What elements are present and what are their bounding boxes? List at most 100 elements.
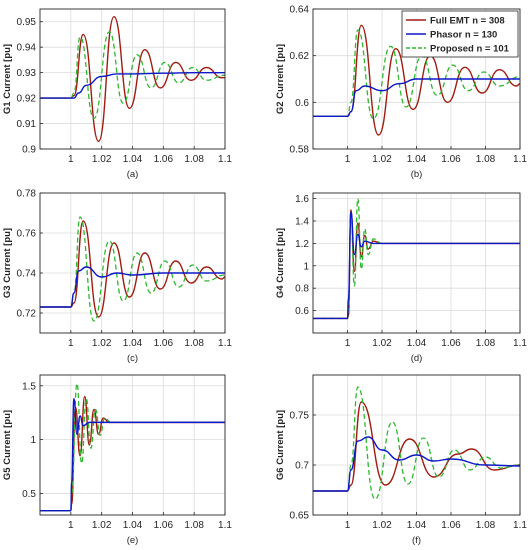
y-tick-label: 0.62: [290, 51, 310, 62]
panel-label: (d): [411, 353, 423, 364]
chart-panel-5: 1 1.02 1.04 1.06 1.08 1.1 0.5 1 1.5 G5 Current [p…: [2, 374, 232, 546]
x-tick-label: 1: [345, 520, 351, 531]
x-tick-label: 1.04: [407, 520, 427, 531]
x-tick-label: 1.08: [476, 154, 496, 165]
x-tick-label: 1.06: [441, 520, 461, 531]
y-axis-label: G5 Current [pu]: [2, 410, 13, 480]
x-tick-label: 1.04: [407, 154, 427, 165]
x-tick-label: 1.02: [92, 338, 112, 349]
x-tick-label: 1.04: [407, 338, 427, 349]
legend-label: Full EMT n = 308: [430, 16, 505, 27]
panel-label: (f): [412, 535, 421, 546]
series-line-phasor: [313, 78, 520, 118]
chart-panel-4: 1 1.02 1.04 1.06 1.08 1.1 0.6 0.8 1 1.2 1.4 1.6 G4 C…: [275, 192, 527, 364]
y-tick-label: 0.76: [17, 229, 37, 240]
y-tick-label: 1.6: [295, 194, 309, 205]
x-tick-label: 1: [68, 338, 74, 349]
series-line-full-emt: [40, 220, 225, 318]
series-line-full-emt: [313, 401, 520, 492]
x-tick-label: 1.04: [123, 154, 143, 165]
y-tick-label: 0.58: [290, 145, 310, 156]
legend: Full EMT n = 308 Phasor n = 130 Proposed n…: [401, 10, 519, 58]
y-tick-label: 1.2: [295, 239, 309, 250]
y-tick-label: 0.92: [17, 94, 37, 105]
plot-frame: [312, 192, 521, 334]
x-tick-label: 1: [68, 154, 74, 165]
plot-frame: [312, 8, 521, 150]
series-line-phasor: [313, 211, 520, 320]
y-tick-label: 0.9: [22, 145, 36, 156]
y-tick-label: 0.93: [17, 68, 37, 79]
y-tick-label: 0.78: [17, 189, 37, 200]
x-tick-label: 1.06: [441, 338, 461, 349]
y-axis-label: G2 Current [pu]: [275, 44, 286, 114]
x-tick-label: 1.1: [513, 154, 527, 165]
legend-label: Phasor n = 130: [430, 30, 497, 41]
plot-frame: [39, 192, 226, 334]
series-line-phasor: [40, 397, 225, 512]
series-line-phasor: [40, 71, 225, 99]
series-line-proposed: [313, 386, 520, 500]
y-tick-label: 0.6: [295, 306, 309, 317]
x-tick-label: 1.04: [123, 520, 143, 531]
y-axis-label: G3 Current [pu]: [2, 228, 13, 298]
chart-panel-6: 1 1.02 1.04 1.06 1.08 1.1 0.65 0.7 0.75 G6 Curren…: [275, 374, 527, 546]
x-tick-label: 1.1: [218, 154, 232, 165]
x-tick-label: 1.06: [441, 154, 461, 165]
plot-frame: [39, 8, 226, 150]
x-tick-label: 1: [345, 338, 351, 349]
series-line-proposed: [313, 29, 520, 120]
panel-label: (e): [127, 535, 139, 546]
x-tick-label: 1.02: [92, 520, 112, 531]
x-tick-label: 1.1: [218, 338, 232, 349]
series-line-full-emt: [40, 15, 225, 143]
x-tick-label: 1.1: [513, 338, 527, 349]
y-tick-label: 0.5: [22, 489, 36, 500]
x-tick-label: 1.08: [184, 338, 204, 349]
x-tick-label: 1.02: [372, 154, 392, 165]
plot-frame: [312, 374, 521, 516]
y-tick-label: 0.72: [17, 309, 37, 320]
x-tick-label: 1.08: [476, 520, 496, 531]
y-tick-label: 0.91: [17, 119, 37, 130]
x-tick-label: 1.06: [154, 154, 174, 165]
legend-label: Proposed n = 101: [430, 44, 510, 55]
x-tick-label: 1.1: [513, 520, 527, 531]
x-tick-label: 1.02: [92, 154, 112, 165]
y-tick-label: 0.7: [295, 461, 309, 472]
y-tick-label: 0.95: [17, 17, 37, 28]
x-tick-label: 1.08: [184, 154, 204, 165]
series-line-phasor: [40, 266, 225, 308]
x-tick-label: 1.02: [372, 338, 392, 349]
y-tick-label: 1: [30, 435, 36, 446]
y-tick-label: 0.74: [17, 269, 37, 280]
panel-label: (a): [127, 169, 139, 180]
plot-frame: [39, 374, 226, 516]
y-tick-label: 1.4: [295, 217, 309, 228]
chart-panel-1: 1 1.02 1.04 1.06 1.08 1.1 0.9 0.91 0.92 0.93 0.94 0…: [2, 8, 232, 180]
panel-label: (c): [127, 353, 138, 364]
y-tick-label: 0.75: [290, 411, 310, 422]
x-tick-label: 1.08: [476, 338, 496, 349]
x-tick-label: 1.06: [154, 520, 174, 531]
chart-panel-3: 1 1.02 1.04 1.06 1.08 1.1 0.72 0.74 0.76 0.78 G3 C…: [2, 189, 232, 365]
y-tick-label: 0.6: [295, 98, 309, 109]
y-axis-label: G6 Current [pu]: [275, 410, 286, 480]
x-tick-label: 1.06: [154, 338, 174, 349]
y-tick-label: 0.64: [290, 5, 310, 16]
y-tick-label: 1: [303, 261, 309, 272]
panel-label: (b): [411, 169, 423, 180]
series-line-phasor: [313, 436, 520, 492]
x-tick-label: 1: [345, 154, 351, 165]
x-tick-label: 1.02: [372, 520, 392, 531]
x-tick-label: 1.1: [218, 520, 232, 531]
x-tick-label: 1.08: [184, 520, 204, 531]
y-tick-label: 0.94: [17, 43, 37, 54]
y-tick-label: 0.65: [290, 511, 310, 522]
y-tick-label: 1.5: [22, 381, 36, 392]
x-tick-label: 1.04: [123, 338, 143, 349]
y-axis-label: G1 Current [pu]: [2, 44, 13, 114]
y-tick-label: 0.8: [295, 284, 309, 295]
x-tick-label: 1: [68, 520, 74, 531]
